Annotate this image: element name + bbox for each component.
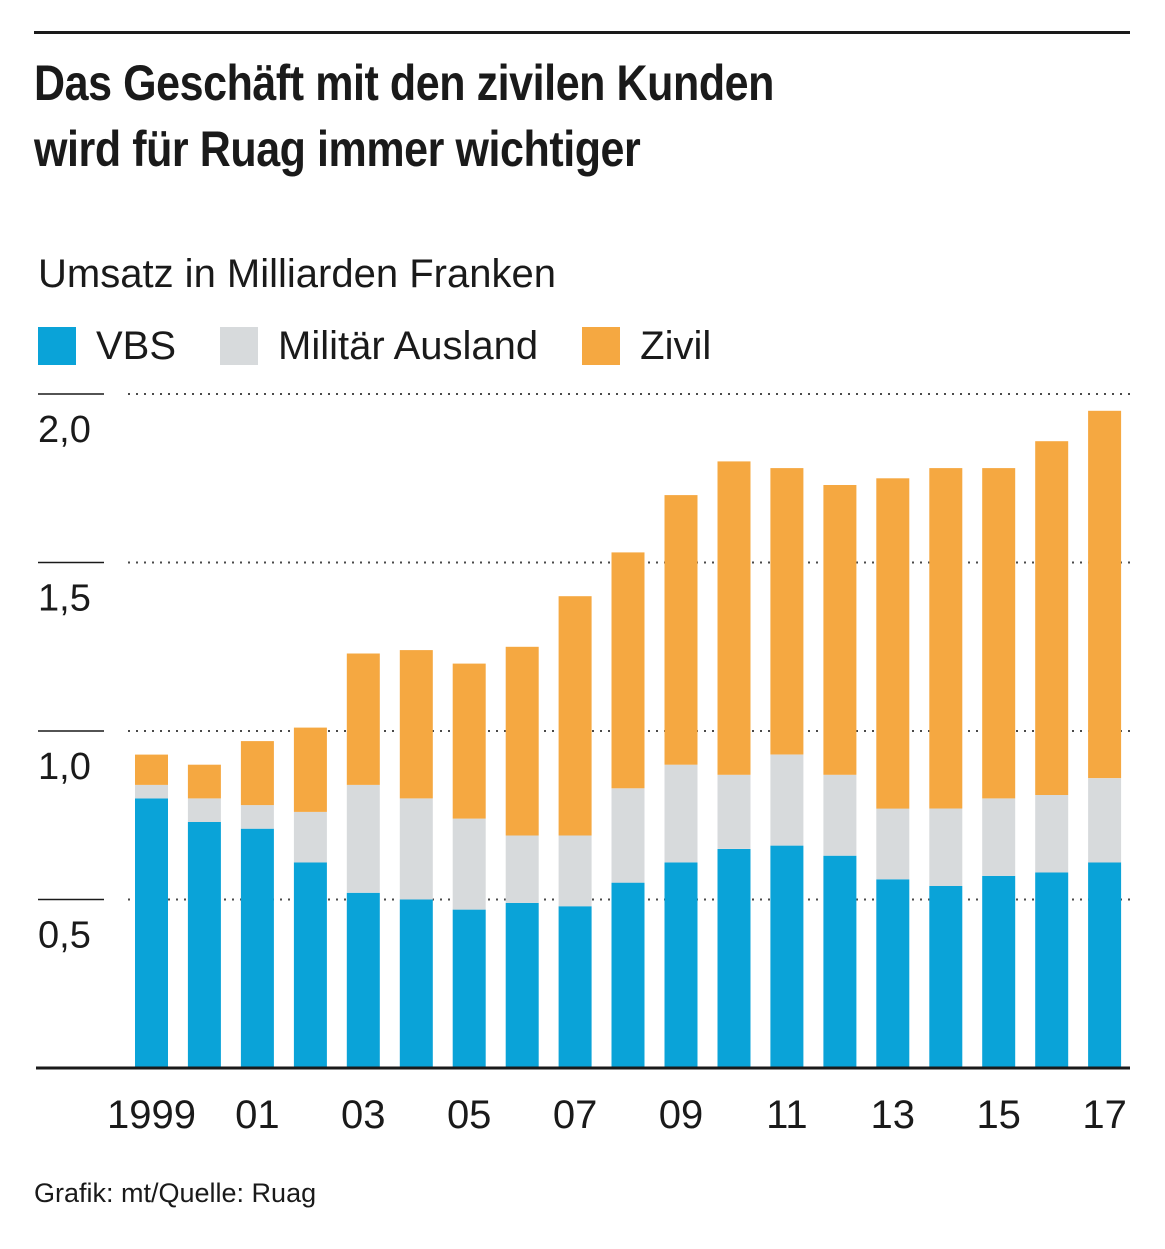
y-tick-label-2-0: 2,0: [38, 409, 91, 451]
bar-militaer-2000: [187, 798, 221, 822]
bar-zivil-2010: [717, 461, 751, 775]
bar-zivil-2017: [1088, 410, 1122, 779]
bar-militaer-1999: [135, 784, 168, 799]
bar-vbs-2013: [876, 879, 910, 1068]
x-tick-label-2003: 03: [341, 1093, 386, 1137]
x-tick-label-2005: 05: [447, 1093, 492, 1137]
bar-zivil-2009: [664, 495, 698, 765]
chart-title-line-1: Das Geschäft mit den zivilen Kunden: [34, 55, 775, 111]
bars-layer: [135, 410, 1122, 1068]
y-tick-label-1-5: 1,5: [38, 578, 91, 620]
bar-militaer-2007: [558, 835, 592, 907]
bar-zivil-2014: [929, 468, 963, 809]
bar-zivil-1999: [135, 754, 168, 785]
x-tick-label-2017: 17: [1082, 1093, 1127, 1137]
x-tick-label-2007: 07: [553, 1093, 598, 1137]
bar-zivil-2001: [240, 741, 274, 806]
bar-militaer-2008: [611, 788, 645, 883]
bar-militaer-2004: [399, 798, 433, 900]
bar-zivil-2004: [399, 650, 433, 799]
bar-vbs-2010: [717, 849, 751, 1068]
bar-militaer-2005: [452, 818, 486, 910]
bar-zivil-2005: [452, 663, 486, 819]
bar-zivil-2011: [770, 468, 804, 755]
bar-zivil-2012: [823, 485, 857, 775]
x-tick-label-2001: 01: [235, 1093, 280, 1137]
bar-zivil-2008: [611, 552, 645, 789]
bar-vbs-2009: [664, 862, 698, 1068]
legend-item-militaer-ausland: Militär Ausland: [220, 324, 538, 369]
x-tick-label-1999: 1999: [107, 1093, 196, 1137]
bar-militaer-2014: [929, 808, 963, 886]
bar-militaer-2016: [1035, 795, 1069, 873]
source-note: Grafik: mt/Quelle: Ruag: [34, 1178, 317, 1208]
bar-vbs-2002: [293, 862, 327, 1068]
legend-swatch-vbs: [38, 327, 76, 365]
bar-vbs-2015: [982, 875, 1016, 1068]
bar-zivil-2016: [1035, 441, 1069, 795]
bar-militaer-2012: [823, 774, 857, 856]
x-tick-label-2013: 13: [871, 1093, 916, 1137]
bar-vbs-2008: [611, 882, 645, 1068]
bar-vbs-2005: [452, 909, 486, 1068]
bar-zivil-2006: [505, 646, 539, 836]
bar-militaer-2006: [505, 835, 539, 903]
legend-item-vbs: VBS: [38, 324, 176, 369]
bar-vbs-2006: [505, 902, 539, 1068]
bar-vbs-1999: [135, 798, 168, 1068]
bar-zivil-2002: [293, 727, 327, 812]
bar-militaer-2003: [346, 784, 380, 893]
legend-label-militaer-ausland: Militär Ausland: [278, 323, 539, 368]
y-tick-label-1-0: 1,0: [38, 746, 91, 788]
bar-vbs-2007: [558, 906, 592, 1068]
bar-militaer-2002: [293, 811, 327, 863]
bar-vbs-2014: [929, 886, 963, 1068]
bar-zivil-2015: [982, 468, 1016, 799]
legend-label-vbs: VBS: [96, 323, 177, 368]
bar-vbs-2004: [399, 899, 433, 1068]
x-tick-label-2009: 09: [659, 1093, 704, 1137]
bar-zivil-2003: [346, 653, 380, 785]
bar-zivil-2000: [187, 764, 221, 799]
bar-militaer-2010: [717, 774, 751, 849]
bar-militaer-2011: [770, 754, 804, 846]
bar-vbs-2016: [1035, 872, 1069, 1068]
y-tick-label-0-5: 0,5: [38, 915, 91, 957]
legend-swatch-zivil: [582, 327, 621, 365]
bar-militaer-2017: [1088, 778, 1122, 863]
chart-title: Das Geschäft mit den zivilen Kunden wird…: [34, 50, 971, 182]
axis-layer: 0,5 1,0 1,5 2,0 1999 01 03 05 07 09 11 13 15 17: [36, 393, 1130, 1137]
bar-zivil-2013: [876, 478, 910, 809]
bar-militaer-2001: [240, 805, 274, 829]
bar-vbs-2011: [770, 845, 804, 1068]
bar-militaer-2015: [982, 798, 1016, 876]
legend-swatch-militaer-ausland: [220, 327, 259, 365]
chart-title-line-2: wird für Ruag immer wichtiger: [34, 121, 641, 177]
x-tick-label-2011: 11: [766, 1093, 808, 1137]
legend-label-zivil: Zivil: [640, 323, 712, 368]
legend: VBS Militär Ausland Zivil: [38, 320, 755, 372]
bar-zivil-2007: [558, 596, 592, 836]
bar-militaer-2009: [664, 764, 698, 863]
bar-vbs-2000: [187, 822, 221, 1068]
bar-vbs-2003: [346, 892, 380, 1068]
bar-vbs-2017: [1088, 862, 1122, 1068]
top-rule: [34, 31, 1130, 34]
chart-subtitle: Umsatz in Milliarden Franken: [38, 252, 556, 296]
bar-vbs-2012: [823, 855, 857, 1068]
bar-militaer-2013: [876, 808, 910, 880]
legend-item-zivil: Zivil: [582, 324, 711, 369]
bar-vbs-2001: [240, 828, 274, 1068]
x-tick-label-2015: 15: [976, 1093, 1021, 1137]
